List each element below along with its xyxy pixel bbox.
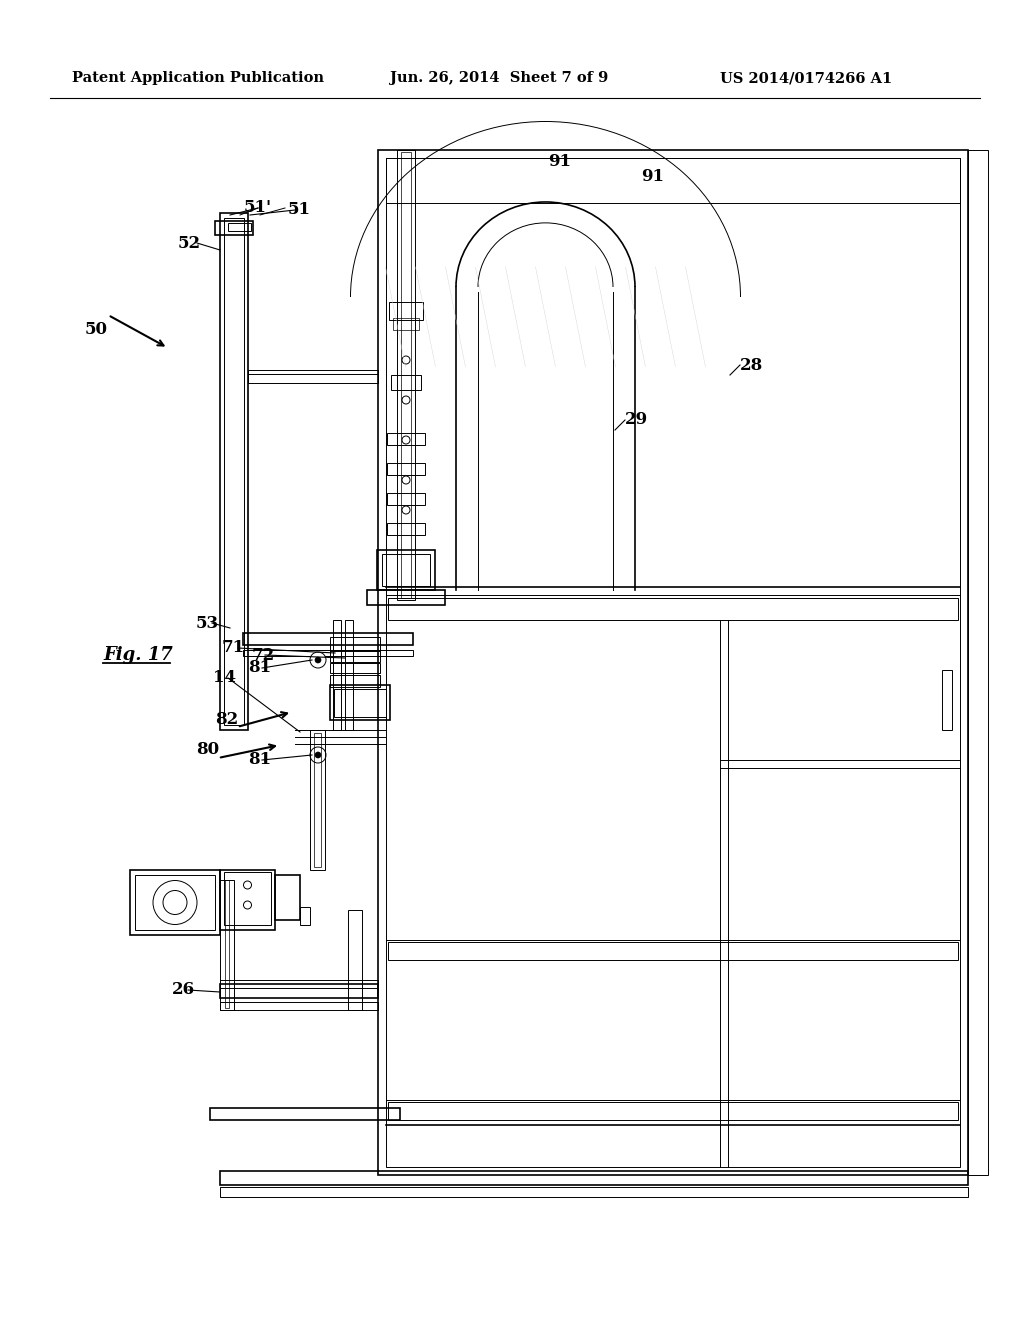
Bar	[345, 620, 353, 730]
Bar	[135, 875, 215, 931]
Bar	[397, 150, 415, 601]
Circle shape	[402, 356, 410, 364]
Bar	[388, 942, 958, 960]
Bar	[330, 649, 380, 663]
Bar	[220, 1002, 378, 1010]
Text: 71: 71	[222, 639, 245, 656]
Bar	[386, 158, 961, 1167]
Bar	[243, 634, 413, 645]
Circle shape	[402, 477, 410, 484]
Bar	[228, 223, 251, 231]
Bar	[248, 370, 378, 383]
Circle shape	[310, 747, 326, 763]
Bar	[401, 152, 411, 598]
Bar	[377, 550, 435, 590]
Bar	[330, 663, 380, 673]
Text: US 2014/0174266 A1: US 2014/0174266 A1	[720, 71, 892, 84]
Circle shape	[315, 657, 321, 663]
Text: 91: 91	[641, 168, 665, 185]
Circle shape	[315, 752, 321, 758]
Text: 14: 14	[213, 669, 236, 686]
Bar	[393, 318, 419, 330]
Text: 28: 28	[740, 356, 763, 374]
Bar	[220, 983, 378, 998]
Bar	[367, 590, 445, 605]
Circle shape	[310, 652, 326, 668]
Bar	[224, 218, 244, 725]
Text: Patent Application Publication: Patent Application Publication	[72, 71, 324, 84]
Text: 52: 52	[178, 235, 201, 252]
Text: Jun. 26, 2014  Sheet 7 of 9: Jun. 26, 2014 Sheet 7 of 9	[390, 71, 608, 84]
Bar	[387, 463, 425, 475]
Bar	[387, 433, 425, 445]
Bar	[330, 638, 380, 651]
Bar	[220, 1171, 968, 1185]
Bar	[382, 554, 430, 586]
Bar	[275, 875, 300, 920]
Bar	[220, 213, 248, 730]
Bar	[220, 880, 234, 1010]
Text: 50: 50	[85, 322, 108, 338]
Bar	[391, 375, 421, 389]
Bar	[334, 689, 386, 717]
Bar	[220, 1187, 968, 1197]
Bar	[330, 685, 390, 719]
Text: 81: 81	[248, 660, 271, 676]
Bar	[389, 302, 423, 319]
Text: 81: 81	[248, 751, 271, 768]
Text: 29: 29	[625, 412, 648, 429]
Bar	[300, 907, 310, 925]
Text: Fig. 17: Fig. 17	[103, 645, 173, 664]
Bar	[210, 1107, 400, 1119]
Bar	[215, 220, 253, 235]
Bar	[310, 730, 325, 870]
Text: 91: 91	[549, 153, 571, 170]
Bar	[314, 733, 321, 867]
Text: 53: 53	[196, 615, 219, 631]
Circle shape	[402, 436, 410, 444]
Bar	[348, 909, 362, 1010]
Text: 80: 80	[196, 742, 219, 759]
Bar	[968, 150, 988, 1175]
Bar	[220, 979, 378, 987]
Text: 51: 51	[288, 202, 311, 219]
Bar	[387, 492, 425, 506]
Bar	[387, 523, 425, 535]
Bar	[333, 620, 341, 730]
Text: 72: 72	[252, 647, 275, 664]
Bar	[378, 150, 968, 1175]
Bar	[220, 870, 275, 931]
Text: 51': 51'	[244, 199, 272, 216]
Bar	[225, 880, 229, 1008]
Circle shape	[402, 396, 410, 404]
Bar	[388, 598, 958, 620]
Bar	[388, 1102, 958, 1119]
Bar	[224, 873, 271, 925]
Bar	[330, 675, 380, 686]
Bar	[942, 671, 952, 730]
Circle shape	[402, 506, 410, 513]
Bar	[130, 870, 220, 935]
Bar	[243, 649, 413, 656]
Text: 26: 26	[172, 982, 196, 998]
Bar	[386, 158, 961, 203]
Text: 82: 82	[215, 711, 239, 729]
